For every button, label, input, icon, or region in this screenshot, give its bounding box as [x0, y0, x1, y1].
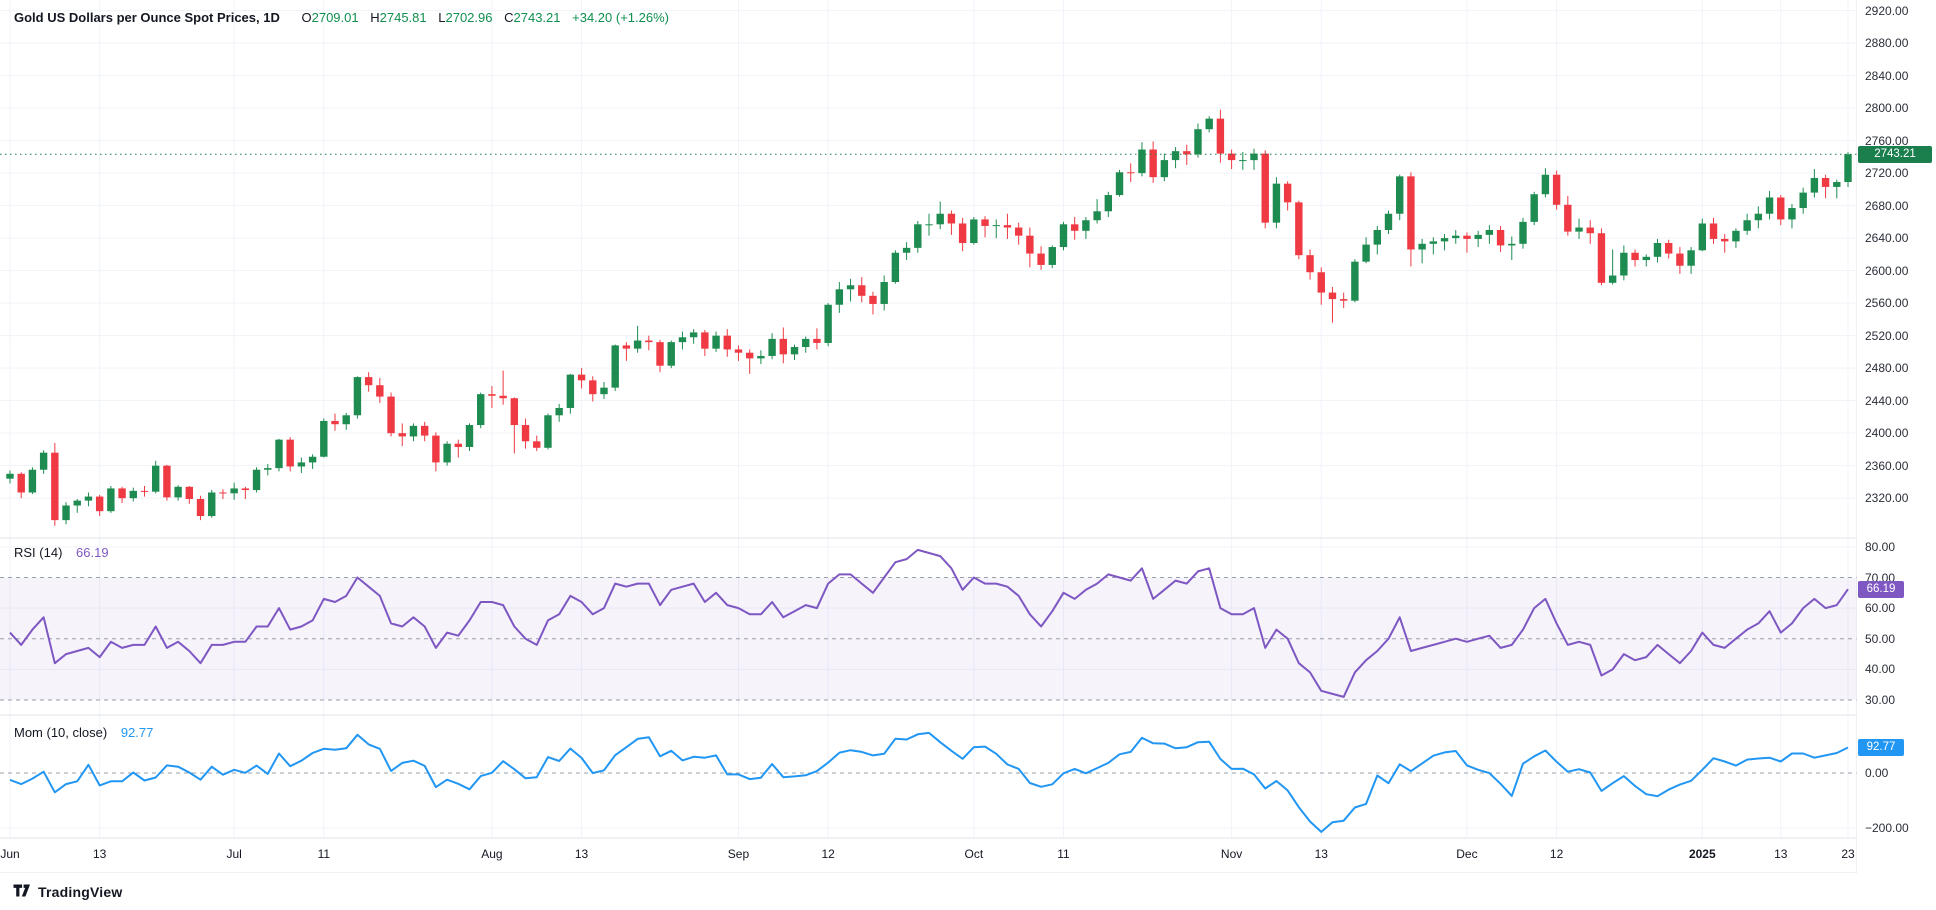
mom-badge: 92.77 — [1858, 739, 1904, 757]
time-axis-label: 13 — [1774, 847, 1788, 861]
mom-legend: Mom (10, close) 92.77 — [14, 725, 153, 741]
time-axis-label: 11 — [317, 847, 331, 861]
time-axis-label: 12 — [1549, 847, 1564, 861]
time-axis-label: Sep — [727, 847, 750, 861]
mom-axis-label: 0.00 — [1865, 766, 1889, 781]
price-axis-label: 2560.00 — [1865, 296, 1909, 311]
chart-canvas[interactable] — [0, 0, 1936, 873]
price-axis-label: 2520.00 — [1865, 328, 1909, 343]
candles — [6, 109, 1852, 526]
price-axis-label: 2880.00 — [1865, 36, 1909, 51]
rsi-legend: RSI (14) 66.19 — [14, 545, 109, 561]
time-axis-label: 23 — [1841, 847, 1855, 861]
time-axis-label: 13 — [92, 847, 107, 861]
price-axis-label: 2680.00 — [1865, 198, 1909, 213]
price-axis[interactable]: 2743.21 66.19 92.77 2920.00 2880.00 2840.0… — [1857, 0, 1936, 873]
time-axis-label: Jul — [226, 847, 242, 861]
rsi-label: RSI (14) — [14, 545, 63, 560]
open-value: 2709.01 — [311, 10, 359, 25]
tradingview-logo-icon[interactable] — [13, 883, 32, 900]
time-axis-label: Nov — [1220, 847, 1243, 861]
price-axis-label: 2640.00 — [1865, 231, 1909, 246]
time-axis-label: Aug — [481, 847, 503, 861]
rsi-axis-label: 50.00 — [1865, 631, 1896, 646]
time-axis-label: 11 — [1057, 847, 1070, 861]
price-axis-label: 2440.00 — [1865, 393, 1909, 408]
time-axis-label: 13 — [574, 847, 589, 861]
close-label: C — [504, 10, 514, 25]
footer: TradingView — [0, 873, 1936, 910]
price-axis-label: 2800.00 — [1865, 101, 1909, 116]
price-axis-label: 2320.00 — [1865, 491, 1909, 506]
price-axis-label: 2360.00 — [1865, 458, 1909, 473]
time-axis-label: 2025 — [1688, 847, 1716, 861]
mom-axis-label: −200.00 — [1865, 821, 1909, 836]
low-label: L — [438, 10, 446, 25]
rsi-value: 66.19 — [76, 545, 109, 560]
last-price-badge: 2743.21 — [1858, 145, 1932, 163]
price-axis-label: 2920.00 — [1865, 3, 1909, 18]
mom-label: Mom (10, close) — [14, 725, 108, 740]
price-axis-label: 2400.00 — [1865, 426, 1909, 441]
symbol-title: Gold US Dollars per Ounce Spot Prices, 1… — [14, 10, 280, 25]
price-axis-label: 2840.00 — [1865, 68, 1909, 83]
change-value: +34.20 (+1.26%) — [572, 10, 669, 25]
open-label: O — [301, 10, 312, 25]
rsi-axis-label: 80.00 — [1865, 539, 1896, 554]
tradingview-brand[interactable]: TradingView — [38, 883, 123, 900]
rsi-axis-label: 60.00 — [1865, 601, 1896, 616]
time-axis-label: Dec — [1456, 847, 1478, 861]
rsi-badge: 66.19 — [1858, 580, 1904, 598]
price-axis-label: 2720.00 — [1865, 166, 1909, 181]
price-axis-label: 2480.00 — [1865, 361, 1909, 376]
close-value: 2743.21 — [513, 10, 561, 25]
high-value: 2745.81 — [379, 10, 427, 25]
mom-value: 92.77 — [120, 725, 154, 740]
time-axis-label: 12 — [821, 847, 835, 861]
time-axis[interactable]: Jun 13 Jul 11 Aug 13 Sep 12 Oct 11 Nov 13 Dec 12 2025 1… — [0, 838, 1857, 873]
time-axis-label: Jun — [0, 847, 20, 861]
time-axis-label: 13 — [1314, 847, 1328, 861]
rsi-axis-label: 30.00 — [1865, 692, 1896, 707]
symbol-legend: Gold US Dollars per Ounce Spot Prices, 1… — [14, 10, 669, 26]
low-value: 2702.96 — [445, 10, 493, 25]
price-axis-label: 2760.00 — [1865, 133, 1909, 148]
time-axis-label: Oct — [964, 847, 984, 861]
price-axis-label: 2600.00 — [1865, 263, 1909, 278]
rsi-axis-label: 40.00 — [1865, 662, 1896, 677]
high-label: H — [370, 10, 380, 25]
